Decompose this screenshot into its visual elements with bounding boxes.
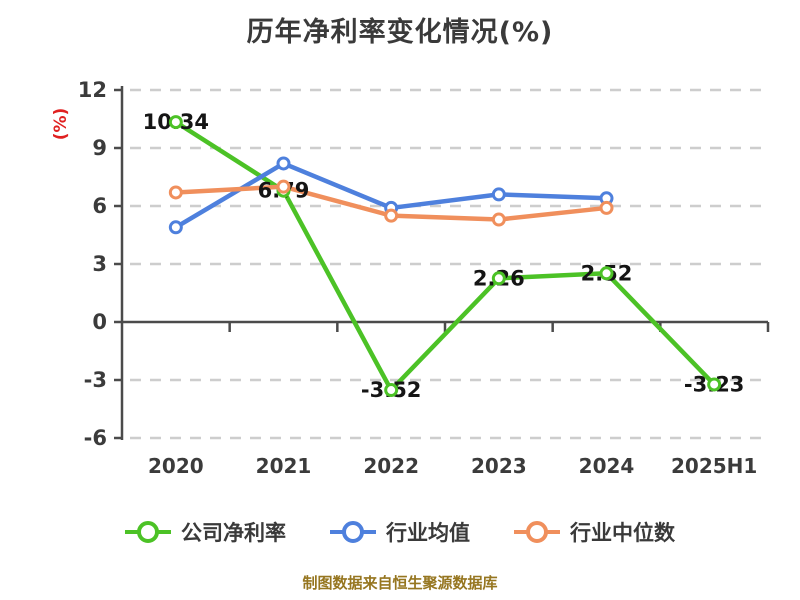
industry-median-point-2024[interactable] — [599, 200, 614, 215]
legend-marker-industry-median — [514, 521, 560, 543]
company-net-margin-point-2020[interactable] — [168, 115, 183, 130]
x-tick-label-2023: 2023 — [471, 454, 527, 478]
y-tick-label--6: -6 — [84, 426, 107, 450]
x-tick-label-2021: 2021 — [256, 454, 312, 478]
legend-label-industry-median: 行业中位数 — [570, 521, 675, 545]
x-tick-label-2024: 2024 — [579, 454, 635, 478]
company-net-margin-point-2023[interactable] — [491, 271, 506, 286]
legend-marker-company-net-margin — [125, 521, 171, 543]
chart-plot-area: 129630-3-6202020212022202320242025H110.3… — [78, 78, 770, 478]
legend-label-industry-average: 行业均值 — [386, 521, 470, 545]
industry-average-point-2023[interactable] — [491, 187, 506, 202]
y-tick-label-12: 12 — [78, 78, 107, 102]
industry-median-point-2023[interactable] — [491, 212, 506, 227]
legend-marker-industry-average — [330, 521, 376, 543]
legend-item-industry-median[interactable]: 行业中位数 — [514, 517, 675, 547]
y-tick-label-3: 3 — [92, 252, 107, 276]
legend-item-industry-average[interactable]: 行业均值 — [330, 517, 470, 547]
industry-median-point-2021[interactable] — [276, 179, 291, 194]
y-tick-label-9: 9 — [92, 136, 107, 160]
industry-median-point-2020[interactable] — [168, 185, 183, 200]
x-tick-label-2025H1: 2025H1 — [671, 454, 757, 478]
x-tick-label-2020: 2020 — [148, 454, 204, 478]
industry-median-point-2022[interactable] — [384, 208, 399, 223]
y-tick-label--3: -3 — [84, 368, 107, 392]
legend-label-company-net-margin: 公司净利率 — [181, 521, 286, 545]
industry-average-point-2020[interactable] — [168, 220, 183, 235]
legend: 公司净利率 行业均值 行业中位数 — [0, 517, 800, 547]
x-tick-label-2022: 2022 — [363, 454, 419, 478]
data-source-note: 制图数据来自恒生聚源数据库 — [302, 574, 498, 592]
series-line-company-net-margin — [173, 119, 717, 393]
legend-item-company-net-margin[interactable]: 公司净利率 — [125, 517, 286, 547]
company-net-margin-point-2024[interactable] — [599, 266, 614, 281]
industry-average-point-2021[interactable] — [276, 156, 291, 171]
y-tick-label-6: 6 — [92, 194, 107, 218]
company-net-margin-point-2022[interactable] — [384, 383, 399, 398]
chart-title: 历年净利率变化情况(%) — [246, 17, 554, 48]
y-tick-label-0: 0 — [92, 310, 107, 334]
company-net-margin-point-2025H1[interactable] — [707, 377, 722, 392]
